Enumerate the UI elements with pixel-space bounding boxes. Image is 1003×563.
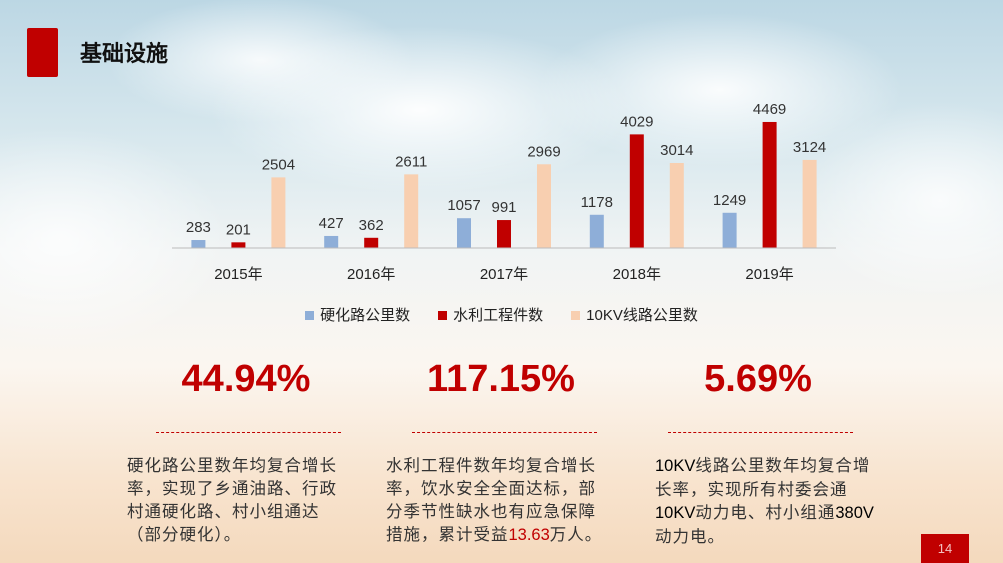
power-description: 10KV线路公里数年均复合增长率，实现所有村委会通10KV动力电、村小组通380… xyxy=(655,456,874,546)
legend-swatch xyxy=(438,311,448,320)
bar-chart: 283 201 2504 2015年 427 362 2611 2016年 1057 991 296… xyxy=(172,101,836,283)
divider xyxy=(412,432,597,433)
data-label: 3014 xyxy=(660,142,693,159)
water-description: 水利工程件数年均复合增长率，饮水安全全面达标，部分季节性缺水也有应急保障措施，累… xyxy=(386,456,603,544)
bar xyxy=(722,212,737,248)
bar xyxy=(404,174,419,248)
bar xyxy=(629,134,644,248)
legend-item: 10KV线路公里数 xyxy=(571,304,698,325)
data-label: 3124 xyxy=(793,139,826,156)
data-label: 2504 xyxy=(262,156,295,173)
bar xyxy=(324,235,339,248)
legend-label: 水利工程件数 xyxy=(453,307,544,324)
x-tick-label: 2016年 xyxy=(347,266,395,283)
chart-legend: 硬化路公里数 水利工程件数 10KV线路公里数 xyxy=(0,304,1003,325)
x-tick-label: 2018年 xyxy=(613,266,661,283)
data-label: 427 xyxy=(319,215,344,232)
bar xyxy=(191,240,206,248)
bar xyxy=(669,163,684,248)
data-label: 1057 xyxy=(447,197,480,214)
x-tick-label: 2015年 xyxy=(214,266,262,283)
data-label: 362 xyxy=(359,217,384,234)
data-label: 4469 xyxy=(753,101,786,118)
legend-label: 10KV线路公里数 xyxy=(586,307,698,324)
divider xyxy=(156,432,341,433)
beneficiary-count: 13.63 xyxy=(508,526,550,544)
stat-water-growth: 117.15% xyxy=(427,358,575,400)
data-label: 4029 xyxy=(620,113,653,130)
page-number: 14 xyxy=(921,534,969,563)
legend-swatch xyxy=(571,311,581,320)
bar xyxy=(364,237,379,248)
bar xyxy=(537,164,551,248)
data-label: 1178 xyxy=(581,194,613,211)
x-tick-label: 2017年 xyxy=(480,266,528,283)
road-description: 硬化路公里数年均复合增长率，实现了乡通油路、行政村通硬化路、村小组通达（部分硬化… xyxy=(127,456,337,544)
x-tick-label: 2019年 xyxy=(745,266,793,283)
bar xyxy=(231,242,246,248)
data-label: 991 xyxy=(491,199,516,216)
divider xyxy=(668,432,853,433)
legend-item: 水利工程件数 xyxy=(438,304,543,325)
bar xyxy=(762,121,777,248)
legend-swatch xyxy=(305,311,315,320)
page-title: 基础设施 xyxy=(80,41,169,67)
legend-label: 硬化路公里数 xyxy=(320,307,411,324)
data-label: 283 xyxy=(186,219,211,236)
legend-item: 硬化路公里数 xyxy=(305,304,410,325)
bar xyxy=(497,220,511,248)
bar xyxy=(802,159,817,248)
data-label: 2969 xyxy=(527,143,560,160)
stat-power-growth: 5.69% xyxy=(704,358,812,400)
bar xyxy=(589,214,604,248)
data-label: 201 xyxy=(226,221,251,238)
data-label: 2611 xyxy=(395,153,427,170)
bar xyxy=(457,218,471,248)
bar xyxy=(271,177,286,248)
stat-road-growth: 44.94% xyxy=(181,358,311,400)
data-label: 1249 xyxy=(713,192,746,209)
title-accent-bar xyxy=(27,28,58,77)
